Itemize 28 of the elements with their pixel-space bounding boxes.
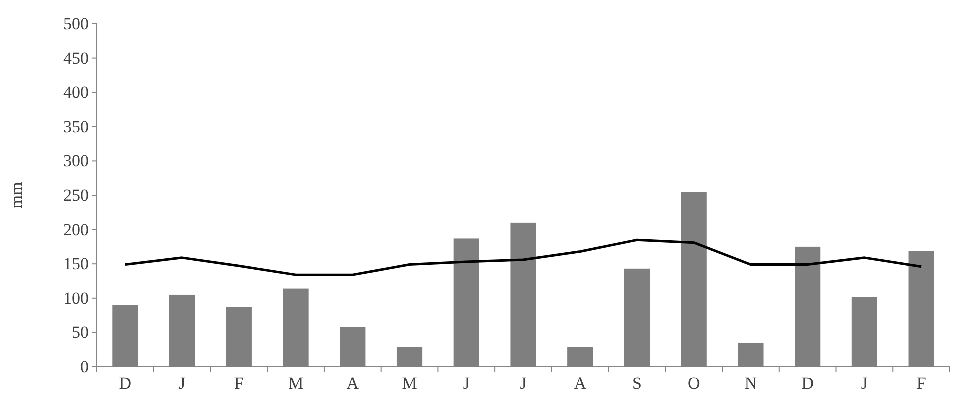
x-tick-label: J	[520, 374, 528, 394]
x-tick-label: J	[463, 374, 470, 394]
line-series	[124, 238, 923, 276]
y-tick-label: 400	[64, 83, 89, 102]
x-tick-label: A	[574, 374, 588, 394]
x-tick-label: D	[119, 374, 132, 394]
x-tick-label: O	[688, 374, 700, 394]
x-tick-label: M	[288, 374, 304, 394]
x-tick-label: F	[916, 374, 926, 394]
x-tick-label: S	[632, 374, 642, 394]
x-tick-label: J	[861, 374, 868, 394]
y-tick-label: 500	[64, 14, 89, 34]
x-tick-label: F	[234, 374, 244, 394]
x-tick-label: N	[744, 374, 758, 394]
y-tick-label: 300	[64, 152, 89, 171]
y-axis-title: mm	[7, 182, 26, 209]
y-tick-label: 150	[64, 254, 89, 274]
y-tick-label: 200	[64, 220, 89, 240]
y-tick-label: 250	[64, 186, 89, 205]
x-tick-label: M	[402, 374, 418, 394]
x-tick-label: A	[346, 374, 360, 394]
y-tick-label: 50	[72, 323, 89, 342]
y-tick-label: 350	[64, 117, 89, 136]
y-tick-label: 0	[80, 357, 89, 376]
y-tick-label: 450	[64, 48, 89, 68]
x-tick-label: J	[178, 374, 186, 394]
y-tick-label: 100	[64, 288, 89, 308]
x-tick-label: D	[802, 374, 814, 394]
